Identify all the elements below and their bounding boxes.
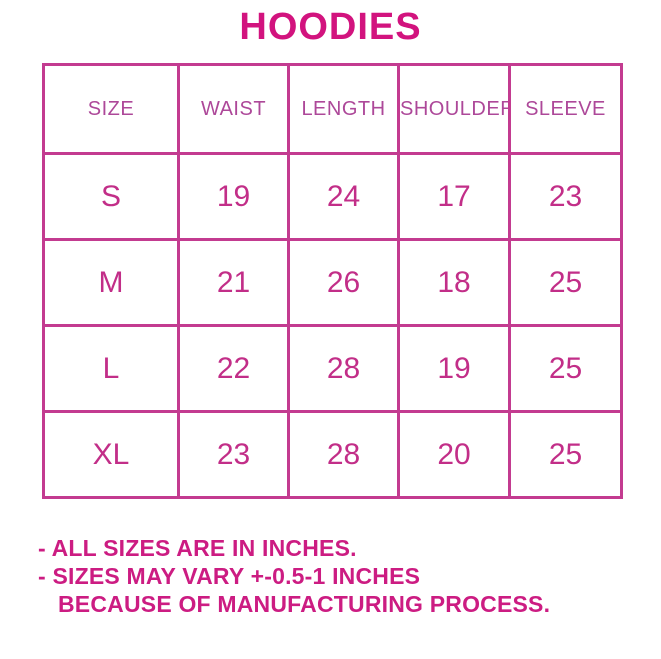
cell-shoulder: 17 [397,152,511,241]
cell-size: XL [42,410,180,499]
table-row-m: M 21 26 18 25 [42,238,623,327]
note-sizes-in-inches: - ALL SIZES ARE IN INCHES. [38,535,357,561]
cell-size: S [42,152,180,241]
table-row-s: S 19 24 17 23 [42,152,623,241]
header-row: SIZE WAIST LENGTH SHOULDER SLEEVE [42,63,623,155]
column-header-sleeve: SLEEVE [508,63,623,155]
table-row-xl: XL 23 28 20 25 [42,410,623,499]
note-sizes-may-vary: - SIZES MAY VARY +-0.5-1 INCHES [38,563,421,589]
cell-sleeve: 25 [508,238,623,327]
column-header-size: SIZE [42,63,180,155]
note-manufacturing: BECAUSE OF MANUFACTURING PROCESS. [58,591,551,617]
table-row-l: L 22 28 19 25 [42,324,623,413]
cell-length: 28 [287,410,400,499]
cell-sleeve: 25 [508,324,623,413]
cell-length: 24 [287,152,400,241]
cell-length: 26 [287,238,400,327]
footnotes: - ALL SIZES ARE IN INCHES. - SIZES MAY V… [38,534,550,618]
cell-waist: 22 [177,324,290,413]
cell-size: M [42,238,180,327]
column-header-shoulder: SHOULDER [397,63,511,155]
size-chart-table: SIZE WAIST LENGTH SHOULDER SLEEVE S 19 2… [42,63,623,499]
cell-sleeve: 23 [508,152,623,241]
cell-size: L [42,324,180,413]
cell-shoulder: 19 [397,324,511,413]
cell-length: 28 [287,324,400,413]
cell-shoulder: 18 [397,238,511,327]
cell-waist: 23 [177,410,290,499]
column-header-waist: WAIST [177,63,290,155]
page-title: HOODIES [239,6,422,48]
cell-waist: 19 [177,152,290,241]
cell-shoulder: 20 [397,410,511,499]
column-header-length: LENGTH [287,63,400,155]
cell-sleeve: 25 [508,410,623,499]
cell-waist: 21 [177,238,290,327]
